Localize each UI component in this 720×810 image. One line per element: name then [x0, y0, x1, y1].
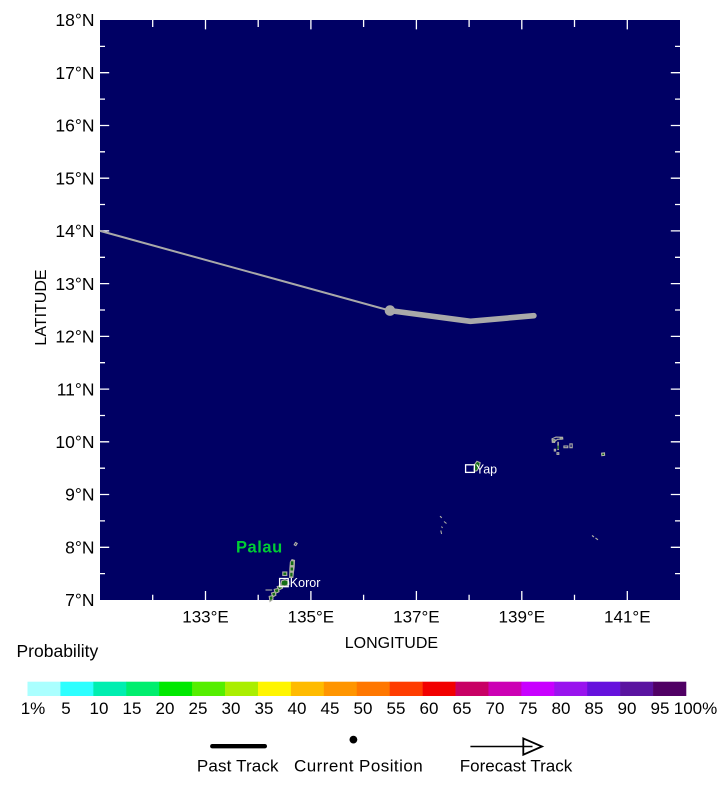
- svg-text:7°N: 7°N: [65, 590, 94, 610]
- svg-text:85: 85: [585, 699, 604, 718]
- svg-text:15°N: 15°N: [55, 168, 94, 188]
- svg-text:1%: 1%: [21, 699, 46, 718]
- svg-text:135°E: 135°E: [288, 608, 335, 627]
- svg-text:75: 75: [519, 699, 538, 718]
- svg-text:139°E: 139°E: [499, 608, 546, 627]
- svg-text:LONGITUDE: LONGITUDE: [345, 635, 438, 652]
- svg-text:9°N: 9°N: [65, 485, 94, 505]
- svg-text:55: 55: [387, 699, 406, 718]
- svg-text:141°E: 141°E: [604, 608, 651, 627]
- svg-text:Koror: Koror: [290, 576, 321, 590]
- svg-text:Probability: Probability: [17, 641, 99, 661]
- svg-text:8°N: 8°N: [65, 538, 94, 558]
- svg-text:LATITUDE: LATITUDE: [33, 269, 50, 345]
- svg-text:80: 80: [552, 699, 571, 718]
- svg-text:12°N: 12°N: [55, 327, 94, 347]
- svg-text:Current Position: Current Position: [294, 756, 423, 775]
- svg-text:13°N: 13°N: [55, 274, 94, 294]
- svg-text:Forecast Track: Forecast Track: [460, 756, 573, 775]
- svg-text:10°N: 10°N: [55, 432, 94, 452]
- svg-text:10: 10: [90, 699, 109, 718]
- svg-text:70: 70: [486, 699, 505, 718]
- svg-text:16°N: 16°N: [55, 116, 94, 136]
- svg-text:40: 40: [288, 699, 307, 718]
- svg-text:25: 25: [189, 699, 208, 718]
- svg-text:14°N: 14°N: [55, 221, 94, 241]
- svg-text:15: 15: [123, 699, 142, 718]
- svg-text:18°N: 18°N: [55, 10, 94, 30]
- svg-text:133°E: 133°E: [182, 608, 229, 627]
- svg-text:100%: 100%: [674, 699, 717, 718]
- svg-text:20: 20: [156, 699, 175, 718]
- svg-text:90: 90: [618, 699, 637, 718]
- svg-text:5: 5: [61, 699, 70, 718]
- svg-text:Past Track: Past Track: [197, 756, 279, 775]
- svg-text:45: 45: [321, 699, 340, 718]
- svg-text:137°E: 137°E: [393, 608, 440, 627]
- svg-text:50: 50: [354, 699, 373, 718]
- svg-text:Palau: Palau: [236, 538, 283, 556]
- svg-text:17°N: 17°N: [55, 63, 94, 83]
- svg-text:60: 60: [420, 699, 439, 718]
- svg-text:35: 35: [255, 699, 274, 718]
- svg-text:Yap: Yap: [476, 462, 497, 476]
- svg-text:11°N: 11°N: [57, 379, 95, 399]
- svg-text:30: 30: [222, 699, 241, 718]
- svg-text:65: 65: [453, 699, 472, 718]
- svg-text:95: 95: [651, 699, 670, 718]
